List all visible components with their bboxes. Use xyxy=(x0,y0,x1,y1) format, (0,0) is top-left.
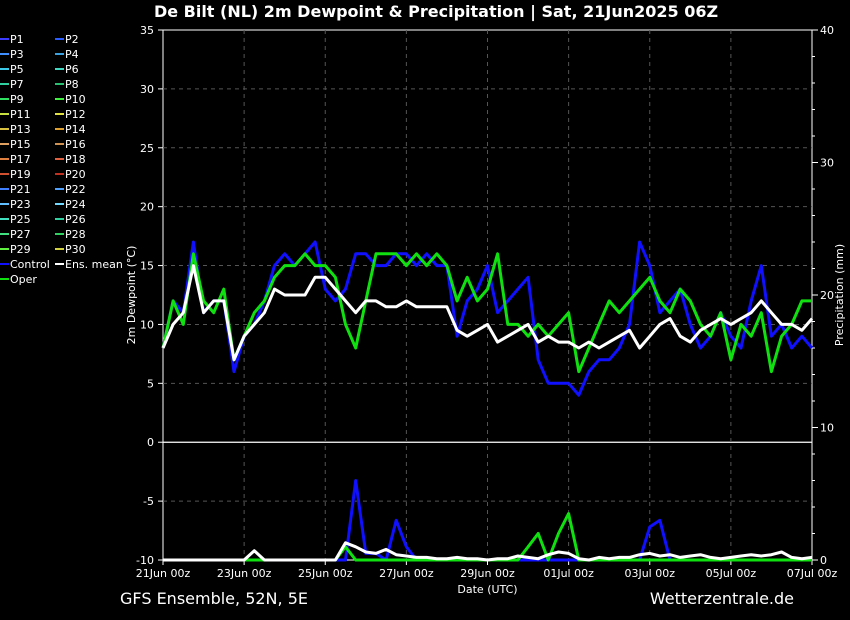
legend-label-p22: P22 xyxy=(65,183,86,196)
x-tick-label: 01Jul 00z xyxy=(543,567,594,580)
legend-label-p12: P12 xyxy=(65,108,86,121)
y-tick-label-left: 30 xyxy=(140,83,154,96)
x-tick-label: 07Jul 00z xyxy=(787,567,838,580)
legend-label-p17: P17 xyxy=(10,153,31,166)
legend-label-p21: P21 xyxy=(10,183,31,196)
legend-label-p29: P29 xyxy=(10,243,31,256)
x-tick-label: 21Jun 00z xyxy=(136,567,191,580)
series-control-dewpoint xyxy=(161,240,814,397)
y-tick-label-left: 0 xyxy=(147,436,154,449)
legend-label-p16: P16 xyxy=(65,138,86,151)
y-tick-label-left: -10 xyxy=(136,554,154,567)
legend-label-p14: P14 xyxy=(65,123,86,136)
legend-label-oper: Oper xyxy=(10,273,37,286)
x-tick-label: 05Jul 00z xyxy=(706,567,757,580)
legend-label-p9: P9 xyxy=(10,93,24,106)
legend-label-p5: P5 xyxy=(10,63,24,76)
legend-label-p11: P11 xyxy=(10,108,31,121)
series-ens-mean-dewpoint xyxy=(161,264,814,362)
footer-source-label: GFS Ensemble, 52N, 5E xyxy=(120,589,308,608)
y-axis-label-right: Precipitation (mm) xyxy=(833,244,846,346)
legend-label-control: Control xyxy=(10,258,50,271)
legend-label-p19: P19 xyxy=(10,168,31,181)
legend-label-p7: P7 xyxy=(10,78,24,91)
legend-label-p18: P18 xyxy=(65,153,86,166)
legend-label-p4: P4 xyxy=(65,48,79,61)
y-tick-label-left: -5 xyxy=(143,495,154,508)
legend-label-p26: P26 xyxy=(65,213,86,226)
y-tick-label-left: 35 xyxy=(140,24,154,37)
legend-label-p30: P30 xyxy=(65,243,86,256)
legend-label-p2: P2 xyxy=(65,33,79,46)
y-tick-label-right: 10 xyxy=(820,422,834,435)
legend-label-p20: P20 xyxy=(65,168,86,181)
legend-label-p8: P8 xyxy=(65,78,79,91)
x-tick-label: 03Jul 00z xyxy=(624,567,675,580)
y-tick-label-left: 20 xyxy=(140,201,154,214)
legend-label-p1: P1 xyxy=(10,33,24,46)
chart-title: De Bilt (NL) 2m Dewpoint & Precipitation… xyxy=(154,2,718,22)
legend-label-p24: P24 xyxy=(65,198,86,211)
series-ens-mean-precip xyxy=(163,541,813,562)
y-tick-label-right: 40 xyxy=(820,24,834,37)
footer-site-label: Wetterzentrale.de xyxy=(649,589,794,608)
y-tick-label-right: 20 xyxy=(820,289,834,302)
y-tick-label-left: 15 xyxy=(140,260,154,273)
legend-label-p6: P6 xyxy=(65,63,79,76)
y-tick-label-right: 30 xyxy=(820,157,834,170)
x-tick-label: 29Jun 00z xyxy=(460,567,515,580)
legend-label-p28: P28 xyxy=(65,228,86,241)
x-tick-label: 25Jun 00z xyxy=(298,567,353,580)
legend-label-p27: P27 xyxy=(10,228,31,241)
y-tick-label-left: 5 xyxy=(147,377,154,390)
x-tick-label: 23Jun 00z xyxy=(217,567,272,580)
y-tick-label-left: 10 xyxy=(140,318,154,331)
legend-label-ens-mean: Ens. mean xyxy=(65,258,123,271)
legend-label-p13: P13 xyxy=(10,123,31,136)
y-tick-label-left: 25 xyxy=(140,142,154,155)
y-tick-label-right: 0 xyxy=(820,554,827,567)
y-axis-label-left: 2m Dewpoint (°C) xyxy=(125,246,138,345)
legend-label-p15: P15 xyxy=(10,138,31,151)
x-tick-label: 27Jun 00z xyxy=(379,567,434,580)
legend-label-p3: P3 xyxy=(10,48,24,61)
legend-label-p25: P25 xyxy=(10,213,31,226)
legend-label-p23: P23 xyxy=(10,198,31,211)
legend-label-p10: P10 xyxy=(65,93,86,106)
x-axis-label: Date (UTC) xyxy=(457,583,517,596)
